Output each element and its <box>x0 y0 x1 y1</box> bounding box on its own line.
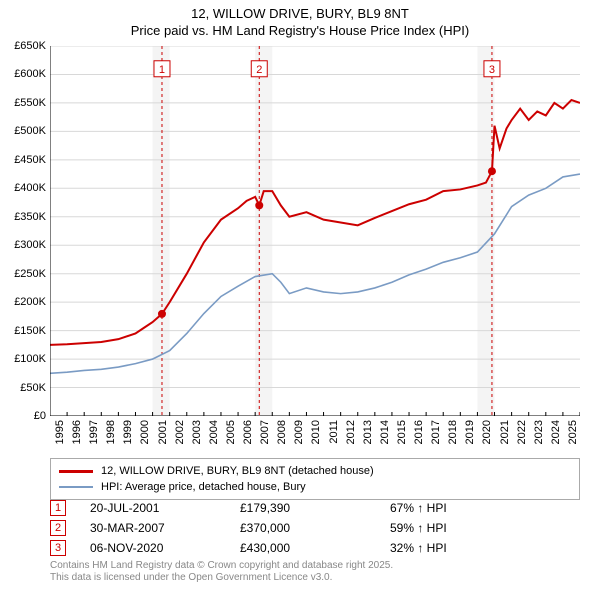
transaction-change: 32% ↑ HPI <box>390 541 580 555</box>
y-tick-label: £600K <box>14 68 46 80</box>
y-tick-label: £650K <box>14 40 46 52</box>
y-tick-label: £450K <box>14 154 46 166</box>
footer-line2: This data is licensed under the Open Gov… <box>50 572 580 584</box>
y-tick-label: £500K <box>14 125 46 137</box>
legend-swatch-series2 <box>59 486 93 488</box>
x-tick-label: 2023 <box>533 420 545 444</box>
table-row: 1 20-JUL-2001 £179,390 67% ↑ HPI <box>50 498 580 518</box>
transaction-date: 30-MAR-2007 <box>90 521 240 535</box>
legend-row: 12, WILLOW DRIVE, BURY, BL9 8NT (detache… <box>59 463 571 479</box>
x-tick-label: 1996 <box>71 420 83 444</box>
x-tick-label: 2019 <box>464 420 476 444</box>
legend-swatch-series1 <box>59 470 93 473</box>
x-tick-label: 2011 <box>328 420 340 444</box>
x-tick-label: 2007 <box>259 420 271 444</box>
transaction-change: 67% ↑ HPI <box>390 501 580 515</box>
x-tick-label: 1998 <box>105 420 117 444</box>
page: 12, WILLOW DRIVE, BURY, BL9 8NT Price pa… <box>0 0 600 590</box>
x-tick-label: 2002 <box>174 420 186 444</box>
table-row: 2 30-MAR-2007 £370,000 59% ↑ HPI <box>50 518 580 538</box>
svg-text:1: 1 <box>159 64 165 76</box>
y-axis-labels: £0£50K£100K£150K£200K£250K£300K£350K£400… <box>0 46 48 416</box>
y-tick-label: £200K <box>14 296 46 308</box>
y-tick-label: £150K <box>14 325 46 337</box>
svg-text:3: 3 <box>489 64 495 76</box>
x-tick-label: 2017 <box>430 420 442 444</box>
y-tick-label: £100K <box>14 353 46 365</box>
x-tick-label: 2009 <box>293 420 305 444</box>
table-row: 3 06-NOV-2020 £430,000 32% ↑ HPI <box>50 538 580 558</box>
chart-svg: 1 2 3 <box>50 46 580 416</box>
address-title: 12, WILLOW DRIVE, BURY, BL9 8NT <box>0 6 600 23</box>
x-tick-label: 1995 <box>54 420 66 444</box>
y-tick-label: £550K <box>14 97 46 109</box>
x-tick-label: 2000 <box>139 420 151 444</box>
x-tick-label: 2005 <box>225 420 237 444</box>
legend-label-series2: HPI: Average price, detached house, Bury <box>101 481 306 493</box>
x-tick-label: 2022 <box>516 420 528 444</box>
x-tick-label: 2018 <box>447 420 459 444</box>
title-block: 12, WILLOW DRIVE, BURY, BL9 8NT Price pa… <box>0 0 600 40</box>
transaction-price: £179,390 <box>240 501 390 515</box>
x-tick-label: 2001 <box>157 420 169 444</box>
transaction-date: 20-JUL-2001 <box>90 501 240 515</box>
x-tick-label: 1997 <box>88 420 100 444</box>
x-tick-label: 2013 <box>362 420 374 444</box>
x-tick-label: 2008 <box>276 420 288 444</box>
x-tick-label: 1999 <box>122 420 134 444</box>
x-tick-label: 2021 <box>499 420 511 444</box>
legend-row: HPI: Average price, detached house, Bury <box>59 479 571 495</box>
subtitle: Price paid vs. HM Land Registry's House … <box>0 23 600 40</box>
transaction-change: 59% ↑ HPI <box>390 521 580 535</box>
legend-box: 12, WILLOW DRIVE, BURY, BL9 8NT (detache… <box>50 458 580 500</box>
transaction-price: £430,000 <box>240 541 390 555</box>
y-tick-label: £250K <box>14 268 46 280</box>
y-tick-label: £50K <box>20 382 46 394</box>
x-tick-label: 2012 <box>345 420 357 444</box>
x-tick-label: 2003 <box>191 420 203 444</box>
x-tick-label: 2016 <box>413 420 425 444</box>
footer: Contains HM Land Registry data © Crown c… <box>50 560 580 584</box>
x-tick-label: 2020 <box>481 420 493 444</box>
chart-area: 1 2 3 <box>50 46 580 416</box>
transaction-price: £370,000 <box>240 521 390 535</box>
y-tick-label: £300K <box>14 239 46 251</box>
marker-box: 2 <box>50 520 66 536</box>
x-tick-label: 2014 <box>379 420 391 444</box>
marker-box: 3 <box>50 540 66 556</box>
legend-label-series1: 12, WILLOW DRIVE, BURY, BL9 8NT (detache… <box>101 465 374 477</box>
footer-line1: Contains HM Land Registry data © Crown c… <box>50 560 580 572</box>
x-axis-labels: 1995 1996 1997 1998 1999 2000 2001 2002 2003 2004… <box>50 418 580 458</box>
transaction-date: 06-NOV-2020 <box>90 541 240 555</box>
y-tick-label: £350K <box>14 211 46 223</box>
transactions-table: 1 20-JUL-2001 £179,390 67% ↑ HPI 2 30-MA… <box>50 498 580 558</box>
x-tick-label: 2010 <box>310 420 322 444</box>
x-tick-label: 2025 <box>567 420 579 444</box>
svg-text:2: 2 <box>256 64 262 76</box>
x-tick-label: 2004 <box>208 420 220 444</box>
y-tick-label: £0 <box>34 410 46 422</box>
marker-box: 1 <box>50 500 66 516</box>
y-tick-label: £400K <box>14 182 46 194</box>
x-tick-label: 2006 <box>242 420 254 444</box>
x-tick-label: 2015 <box>396 420 408 444</box>
x-tick-label: 2024 <box>550 420 562 444</box>
